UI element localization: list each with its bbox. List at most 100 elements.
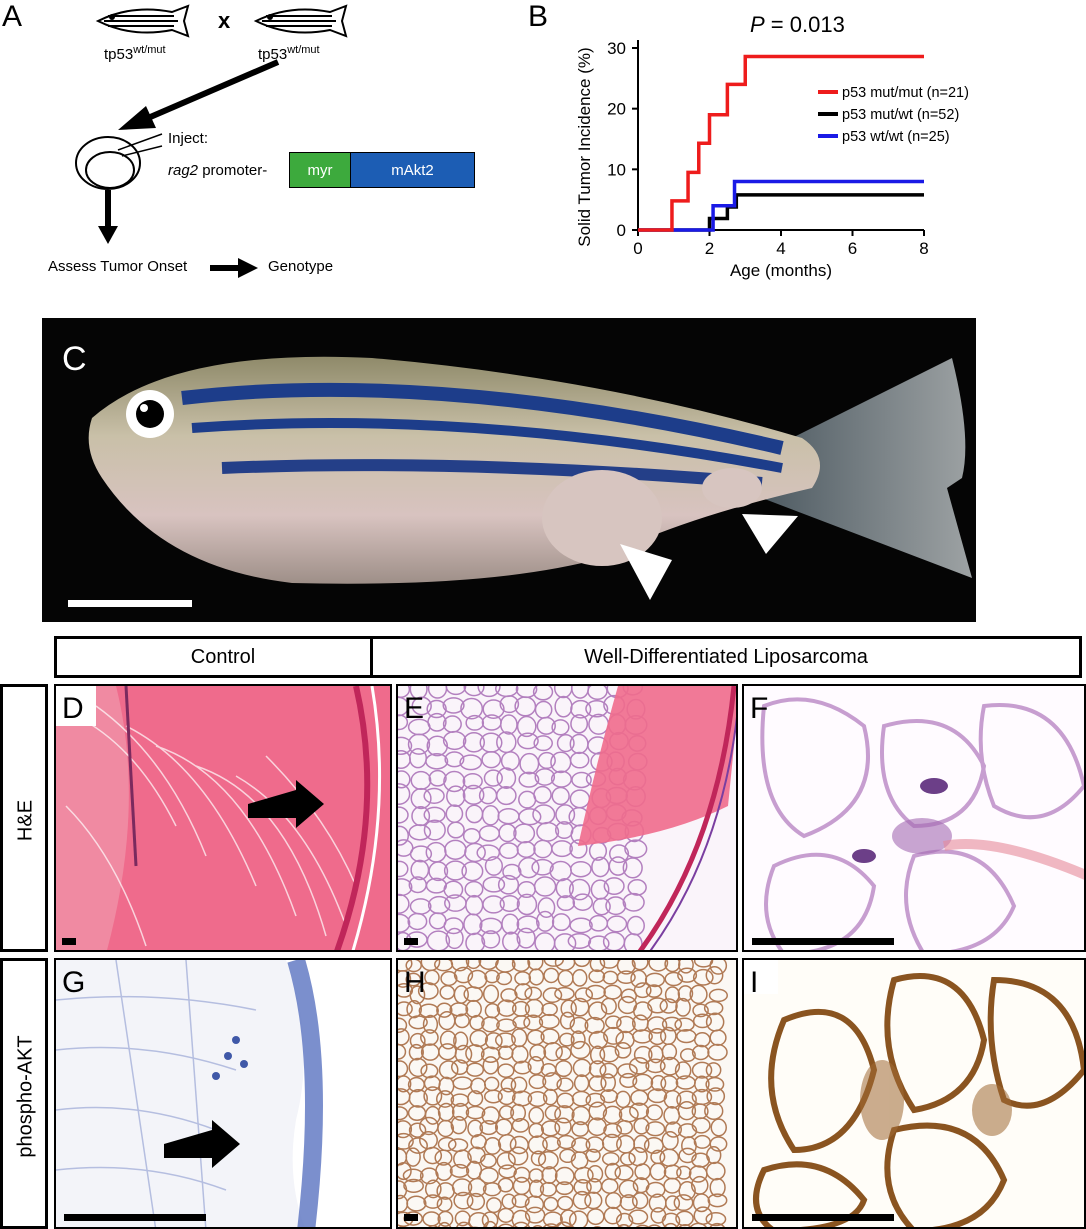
zebrafish-illustration <box>88 356 972 600</box>
adipocyte-cell <box>405 972 422 987</box>
adipocyte-cell <box>674 1061 692 1080</box>
adipocyte-cell <box>406 1195 427 1212</box>
adipocyte-cell <box>584 1191 603 1210</box>
adipocyte-cell <box>398 1120 413 1139</box>
series-line <box>638 179 924 232</box>
adipocyte-cell <box>483 1137 502 1155</box>
x-tick-label: 4 <box>776 239 785 258</box>
adipocyte-cell <box>645 1121 666 1137</box>
adipocyte-cell <box>631 1192 649 1210</box>
adipocyte-cell <box>398 1161 412 1181</box>
x-tick-label: 8 <box>919 239 928 258</box>
adipocyte-cell <box>425 753 449 770</box>
adipocyte-cell <box>664 1195 681 1212</box>
adipocyte-cell <box>693 1075 710 1093</box>
adipocyte-cell <box>514 971 532 986</box>
adipocyte-cell <box>704 1101 724 1120</box>
adipocyte-cell <box>411 696 432 716</box>
adipocyte-cell <box>524 1195 545 1214</box>
adipocyte-cell <box>585 1148 601 1163</box>
adipocyte-cell <box>425 877 448 894</box>
zebrafish-icon-parent2 <box>253 4 348 38</box>
adipocyte-cell <box>645 1104 664 1121</box>
adipocyte-cell <box>424 1105 441 1125</box>
adipocyte-cell <box>644 972 666 988</box>
construct-makt2: mAkt2 <box>351 153 474 187</box>
adipocyte-cell <box>556 733 575 753</box>
adipocyte-cell <box>677 967 698 983</box>
adipocyte-cell <box>661 1043 678 1061</box>
adipocyte-cell <box>542 1211 563 1227</box>
adipocyte-cell <box>574 1166 594 1184</box>
adipocyte-cell <box>528 968 545 986</box>
adipocyte-cell <box>568 878 591 901</box>
adipocyte-cell <box>398 1075 412 1093</box>
adipocyte-cell <box>587 935 610 950</box>
adipocyte-cell <box>483 1089 503 1104</box>
adipocyte-cell <box>516 715 537 738</box>
adipocyte-cell <box>622 857 643 879</box>
adipocyte-cell <box>465 1105 486 1120</box>
adipocyte-cell <box>544 1105 562 1121</box>
adipocyte-cell <box>664 986 681 1004</box>
adipocyte-cell <box>454 1044 473 1064</box>
adipocyte-cell <box>537 897 556 919</box>
adipocyte-cell <box>442 730 467 751</box>
adipocyte-cell <box>481 751 502 769</box>
adipocyte-cell <box>426 699 447 719</box>
adipocyte-cell <box>398 736 413 755</box>
adipocyte-cell <box>692 1003 709 1018</box>
image-d-he-control: D <box>54 684 392 952</box>
adipocyte-cell <box>500 988 518 1003</box>
adipocyte-cell <box>569 917 593 934</box>
adipocyte-cell <box>678 1224 692 1227</box>
adipocyte-cell <box>408 1088 428 1108</box>
adipocyte-cell <box>532 1225 543 1227</box>
image-i-pakt-wdls-high: I <box>742 958 1086 1229</box>
scale-bar-f <box>752 938 894 945</box>
adipocyte-cell <box>510 1103 527 1122</box>
adipocyte-cell <box>588 1075 607 1092</box>
adipocyte-cell <box>587 1165 604 1183</box>
adipocyte-cell <box>600 1073 617 1093</box>
adipocyte-cell <box>483 769 503 787</box>
adipocyte-cell <box>551 913 571 932</box>
adipocyte-cell <box>709 960 728 975</box>
adipocyte-cell <box>633 1117 650 1135</box>
image-f-he-wdls-high: F <box>742 684 1086 952</box>
adipocyte-cell <box>423 806 446 823</box>
adipocyte-cell <box>496 971 513 986</box>
adipocyte-cell <box>499 695 520 714</box>
adipocyte-cell <box>605 896 627 916</box>
adipocyte-cell <box>408 1122 427 1138</box>
adipocyte-cell <box>512 1221 531 1227</box>
adipocyte-cell <box>659 998 678 1014</box>
adipocyte-cell <box>428 1225 439 1227</box>
adipocyte-cell <box>467 1119 484 1138</box>
adipocyte-cell <box>574 987 594 1003</box>
adipocyte-cell <box>461 861 484 882</box>
adipocyte-cell <box>465 714 485 731</box>
adipocyte-cell <box>528 1122 545 1139</box>
row-label-he: H&E <box>14 799 37 842</box>
adipocyte-cell <box>528 1074 547 1090</box>
adipocyte-cell <box>557 1195 574 1211</box>
adipocyte-cell <box>705 966 724 985</box>
chart-title: P = 0.013 <box>750 12 845 37</box>
adipocyte-cell <box>572 1058 592 1078</box>
genotype-label: Genotype <box>268 258 334 275</box>
adipocyte-cell <box>466 1192 486 1211</box>
adipocyte-cell <box>542 1135 561 1152</box>
adipocyte-cell <box>479 1119 499 1136</box>
y-tick-label: 30 <box>607 39 626 58</box>
adipocyte-cell <box>443 880 464 899</box>
legend-label: p53 wt/wt (n=25) <box>842 129 950 145</box>
panel-letter-c: C <box>62 340 87 378</box>
adipocyte-cell <box>418 1003 439 1019</box>
adipocyte-cell <box>398 982 414 998</box>
assess-tumor-onset-label: Assess Tumor Onset <box>48 258 188 275</box>
adipocyte-cell <box>402 1168 424 1183</box>
adipocyte-cell <box>647 1224 661 1227</box>
adipocyte-cell <box>571 1090 592 1107</box>
adipocyte-cell <box>689 1222 707 1227</box>
